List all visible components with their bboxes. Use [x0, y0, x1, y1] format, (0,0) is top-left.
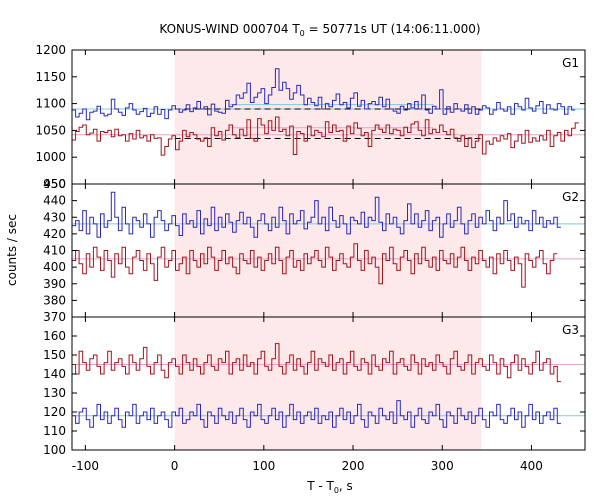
y-axis-label: counts / sec [5, 214, 19, 286]
x-tick-label: 200 [342, 459, 365, 473]
y-tick-label: 110 [43, 424, 66, 438]
y-tick-label: 120 [43, 405, 66, 419]
x-axis-label: T - T0, s [306, 479, 353, 495]
step-series [72, 400, 561, 428]
panel-label: G3 [562, 323, 579, 337]
y-tick-label: 1100 [35, 97, 66, 111]
y-tick-label: 1000 [35, 150, 66, 164]
y-tick-label: 150 [43, 348, 66, 362]
step-series [72, 191, 561, 238]
y-tick-label: 1050 [35, 123, 66, 137]
y-tick-label: 100 [43, 443, 66, 457]
y-tick-label: 380 [43, 293, 66, 307]
background-interval [174, 50, 482, 450]
panel-label: G1 [562, 56, 579, 70]
panel-label: G2 [562, 190, 579, 204]
y-tick-label: 160 [43, 329, 66, 343]
x-tick-label: 0 [171, 459, 179, 473]
step-series [72, 243, 558, 288]
panel-g3 [72, 343, 585, 428]
y-tick-label: 420 [43, 227, 66, 241]
step-series [72, 343, 561, 383]
y-tick-label: 410 [43, 244, 66, 258]
y-tick-label: 1200 [35, 43, 66, 57]
y-tick-label: 450 [43, 177, 66, 191]
y-tick-label: 370 [43, 310, 66, 324]
panel-g2 [72, 191, 585, 288]
y-tick-label: 1150 [35, 70, 66, 84]
panel-g1 [72, 68, 585, 156]
y-tick-label: 950 [43, 177, 66, 191]
x-tick-label: -100 [72, 459, 99, 473]
x-tick-label: 400 [520, 459, 543, 473]
y-tick-label: 440 [43, 194, 66, 208]
x-tick-label: 100 [252, 459, 275, 473]
y-tick-label: 140 [43, 367, 66, 381]
chart-title: KONUS-WIND 000704 T0 = 50771s UT (14:06:… [159, 22, 480, 38]
step-series [72, 68, 576, 121]
step-series [72, 116, 579, 156]
panel-frame [71, 316, 586, 451]
y-tick-label: 430 [43, 210, 66, 224]
x-tick-label: 300 [431, 459, 454, 473]
y-tick-label: 130 [43, 386, 66, 400]
y-tick-label: 400 [43, 260, 66, 274]
y-tick-label: 390 [43, 277, 66, 291]
